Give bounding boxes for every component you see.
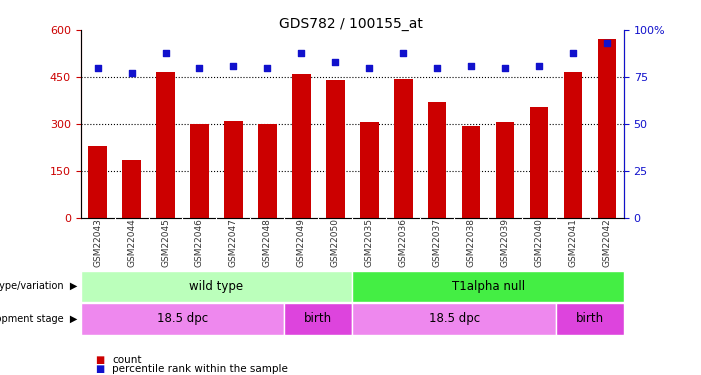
Bar xyxy=(496,122,515,218)
Text: GSM22037: GSM22037 xyxy=(433,218,442,267)
Text: GSM22040: GSM22040 xyxy=(534,218,543,267)
Text: GSM22044: GSM22044 xyxy=(127,218,136,267)
Bar xyxy=(360,122,379,218)
Point xyxy=(194,64,205,70)
Text: GDS782 / 100155_at: GDS782 / 100155_at xyxy=(278,17,423,31)
Point xyxy=(364,64,375,70)
Point xyxy=(567,50,578,55)
Text: ■: ■ xyxy=(95,364,104,374)
Bar xyxy=(597,39,616,218)
Text: T1alpha null: T1alpha null xyxy=(451,280,524,293)
Bar xyxy=(353,303,556,334)
Text: count: count xyxy=(112,355,142,365)
Point xyxy=(499,64,510,70)
Bar xyxy=(258,124,277,217)
Point xyxy=(261,64,273,70)
Bar xyxy=(564,72,583,217)
Text: GSM22042: GSM22042 xyxy=(602,218,611,267)
Bar xyxy=(81,271,353,302)
Text: GSM22048: GSM22048 xyxy=(263,218,272,267)
Point xyxy=(432,64,443,70)
Text: ■: ■ xyxy=(95,355,104,365)
Text: GSM22038: GSM22038 xyxy=(467,218,475,267)
Bar xyxy=(81,303,285,334)
Bar xyxy=(394,79,412,218)
Bar xyxy=(428,102,447,218)
Point xyxy=(533,63,545,69)
Text: percentile rank within the sample: percentile rank within the sample xyxy=(112,364,288,374)
Text: GSM22039: GSM22039 xyxy=(501,218,510,267)
Point xyxy=(601,40,613,46)
Bar xyxy=(156,72,175,217)
Bar xyxy=(88,146,107,218)
Bar xyxy=(353,271,624,302)
Text: GSM22036: GSM22036 xyxy=(399,218,408,267)
Text: GSM22041: GSM22041 xyxy=(569,218,578,267)
Bar xyxy=(530,106,548,218)
Text: GSM22043: GSM22043 xyxy=(93,218,102,267)
Text: genotype/variation  ▶: genotype/variation ▶ xyxy=(0,281,77,291)
Text: 18.5 dpc: 18.5 dpc xyxy=(157,312,208,326)
Bar xyxy=(292,74,311,217)
Bar xyxy=(462,126,480,218)
Point xyxy=(397,50,409,55)
Point xyxy=(329,59,341,65)
Text: 18.5 dpc: 18.5 dpc xyxy=(428,312,479,326)
Text: birth: birth xyxy=(576,312,604,326)
Point xyxy=(465,63,477,69)
Bar xyxy=(326,80,345,218)
Bar xyxy=(122,160,141,218)
Text: GSM22035: GSM22035 xyxy=(365,218,374,267)
Point xyxy=(126,70,137,76)
Bar xyxy=(556,303,624,334)
Point xyxy=(296,50,307,55)
Text: GSM22046: GSM22046 xyxy=(195,218,204,267)
Text: wild type: wild type xyxy=(189,280,243,293)
Point xyxy=(160,50,171,55)
Bar xyxy=(285,303,353,334)
Bar xyxy=(224,121,243,218)
Text: GSM22049: GSM22049 xyxy=(297,218,306,267)
Text: development stage  ▶: development stage ▶ xyxy=(0,314,77,324)
Text: GSM22045: GSM22045 xyxy=(161,218,170,267)
Bar xyxy=(190,124,209,218)
Text: GSM22047: GSM22047 xyxy=(229,218,238,267)
Point xyxy=(92,64,103,70)
Text: GSM22050: GSM22050 xyxy=(331,218,340,267)
Point xyxy=(228,63,239,69)
Text: birth: birth xyxy=(304,312,332,326)
